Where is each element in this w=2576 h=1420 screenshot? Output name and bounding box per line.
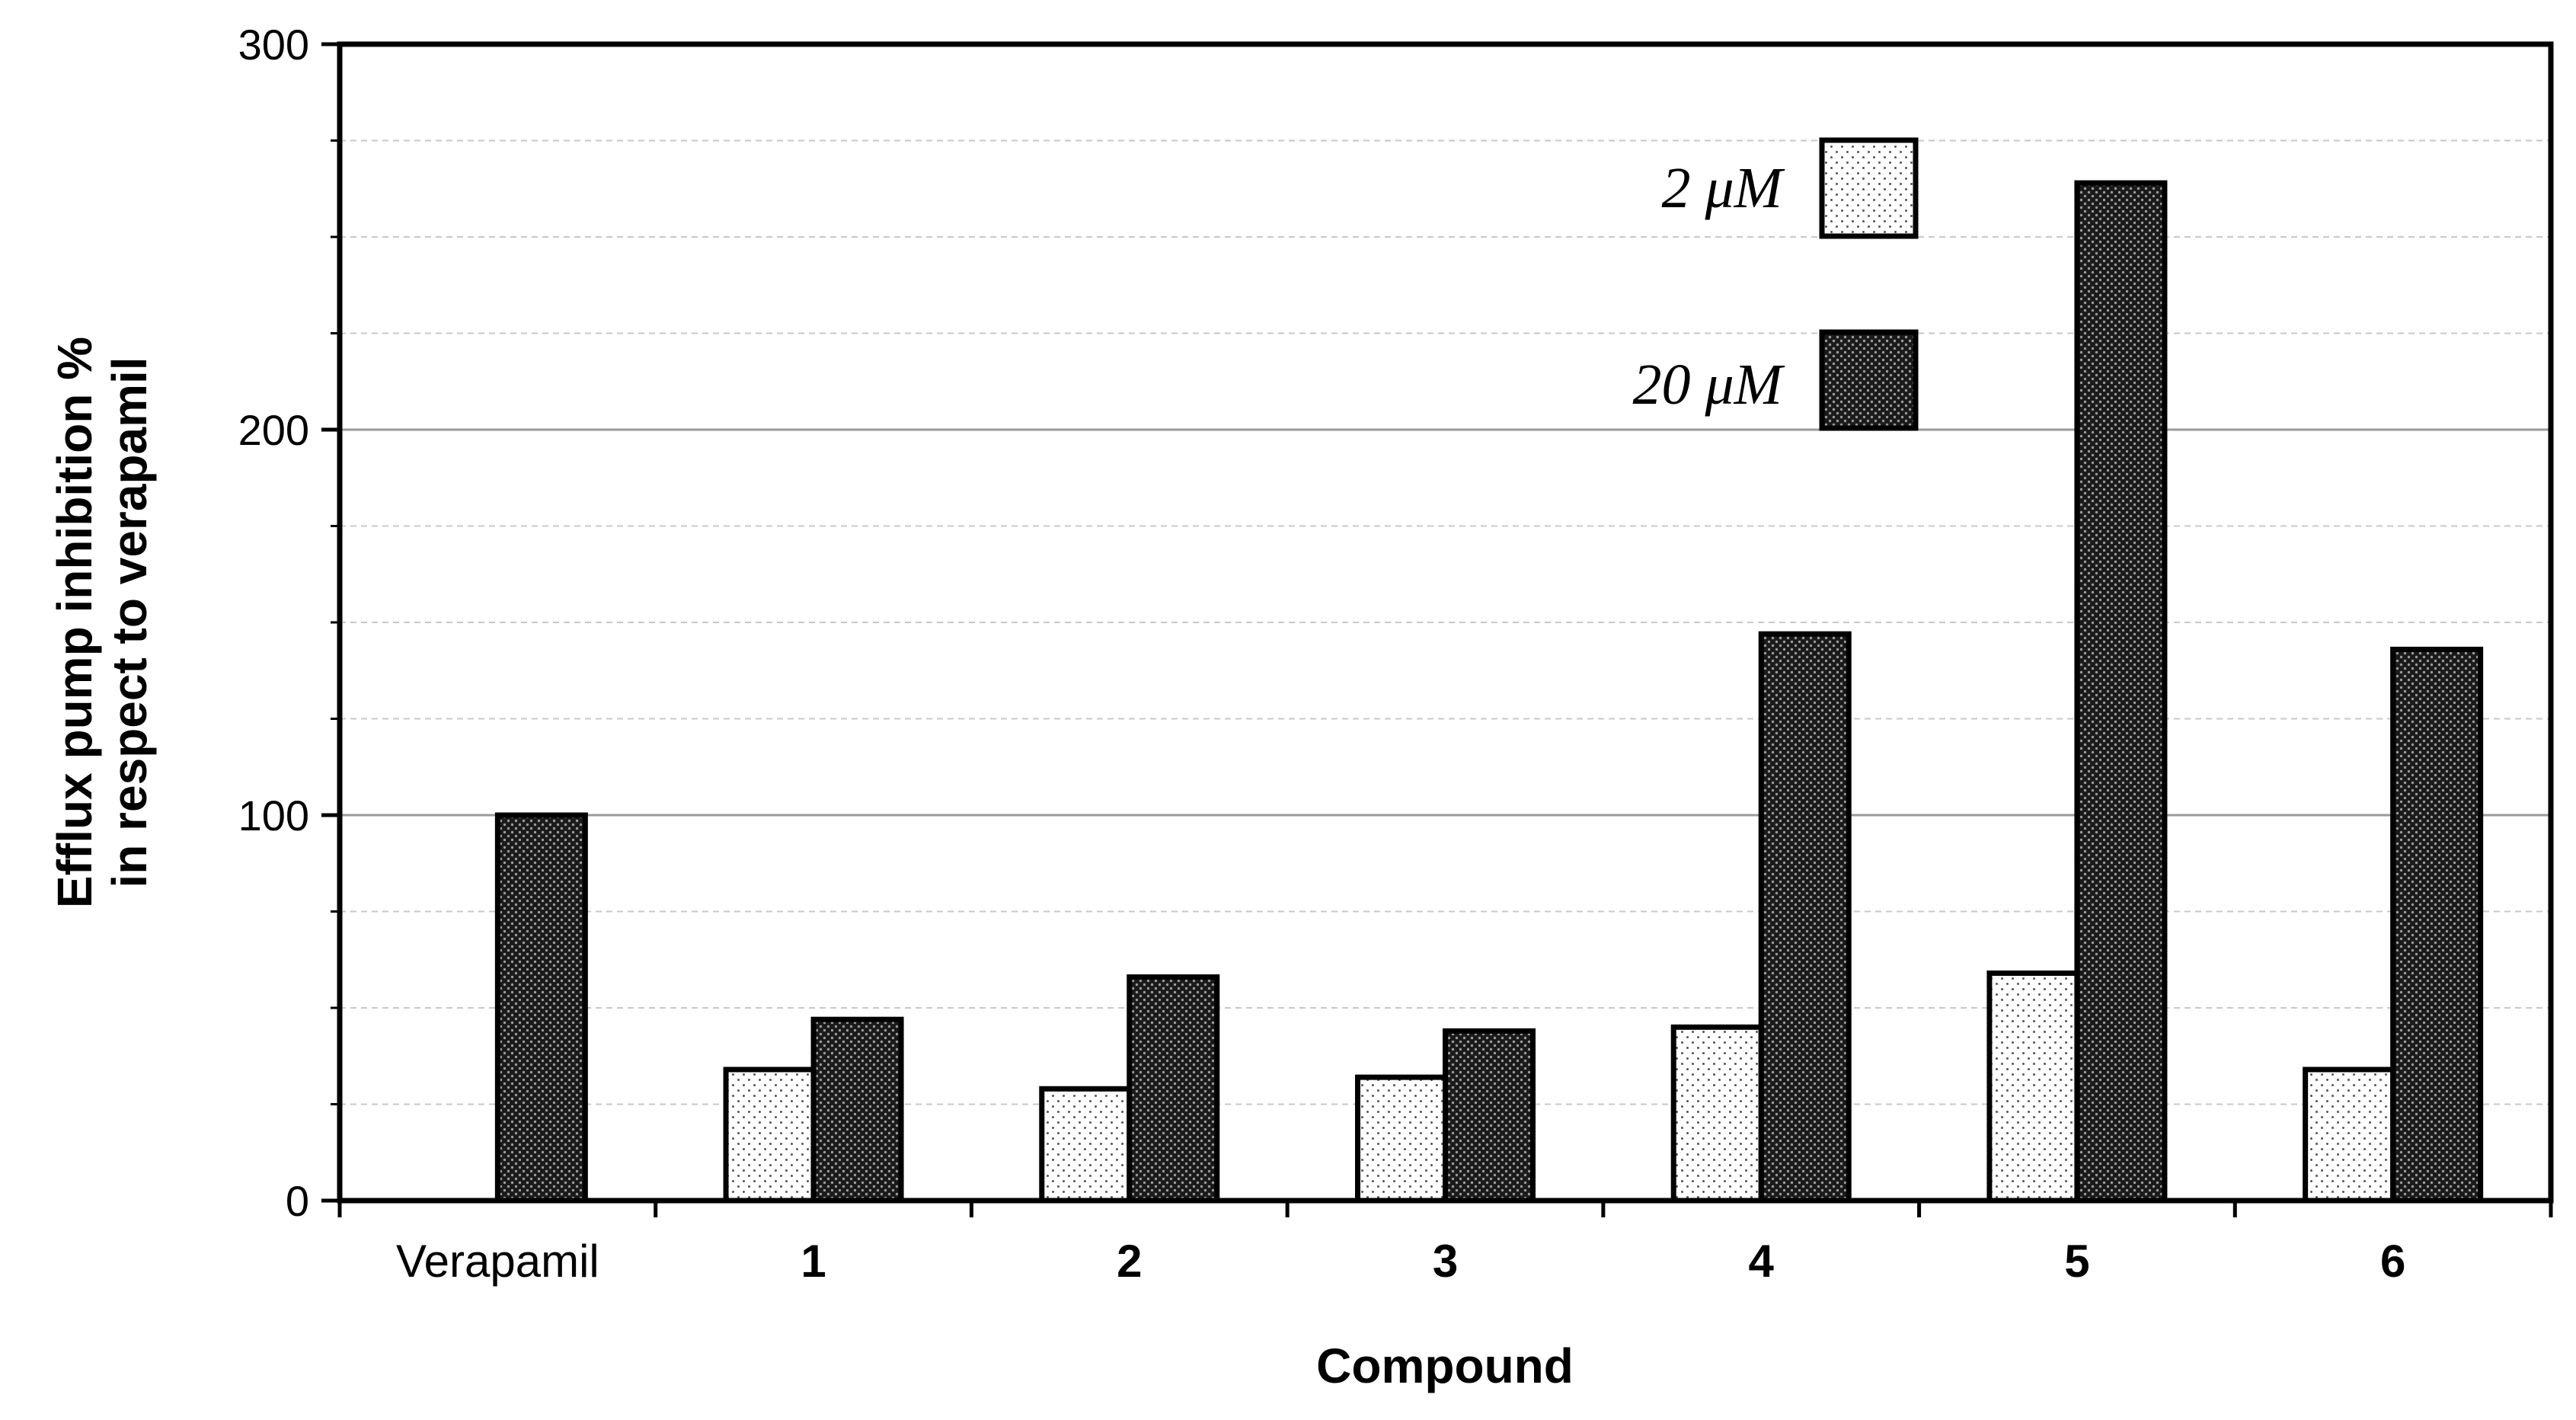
x-axis-title: Compound: [1316, 1338, 1574, 1393]
legend-label-20uM: 20 μM: [1633, 353, 1785, 417]
bar-2uM-3: [1355, 1074, 1448, 1204]
x-tick-label: Verapamil: [396, 1236, 599, 1287]
bar-2uM-6: [2303, 1067, 2396, 1204]
y-tick-label: 200: [238, 406, 309, 454]
y-tick-label: 100: [238, 792, 309, 840]
legend-swatch-20uM: [1819, 329, 1919, 431]
bar-20uM-1: [810, 1016, 904, 1204]
x-tick-label: 1: [801, 1236, 826, 1287]
bar-20uM-2: [1127, 974, 1220, 1204]
bar-2uM-1: [723, 1067, 817, 1204]
y-tick-labels: 0 100 200 300: [238, 21, 309, 1225]
y-axis-title-line-2: in respect to verapamil: [102, 357, 157, 888]
x-tick-label: 6: [2380, 1236, 2405, 1287]
legend-swatch-2uM: [1819, 137, 1919, 239]
axis-ticks: [321, 42, 2553, 1217]
y-tick-label: 300: [238, 21, 309, 69]
x-tick-label: 2: [1117, 1236, 1142, 1287]
y-tick-label: 0: [286, 1177, 309, 1225]
bar-2uM-5: [1986, 970, 2080, 1204]
legend-label-2uM: 2 μM: [1662, 156, 1785, 220]
gridlines: [340, 139, 2551, 1105]
x-tick-labels: Verapamil 1 2 3 4 5 6: [396, 1236, 2405, 1287]
bar-20uM-5: [2074, 180, 2168, 1204]
bar-20uM-6: [2390, 646, 2484, 1204]
bar-20uM-verapamil: [494, 812, 588, 1204]
bar-20uM-3: [1443, 1028, 1536, 1204]
y-axis-title-line-1: Efflux pump inhibition %: [47, 337, 102, 908]
bar-2uM-2: [1039, 1086, 1133, 1204]
x-tick-label: 3: [1433, 1236, 1458, 1287]
x-tick-label: 5: [2064, 1236, 2089, 1287]
bar-2uM-4: [1670, 1024, 1764, 1204]
y-axis-title: Efflux pump inhibition % in respect to v…: [47, 337, 157, 908]
legend: 2 μM 20 μM: [1633, 137, 1919, 431]
x-tick-label: 4: [1749, 1236, 1775, 1287]
bars: [494, 180, 2484, 1204]
bar-20uM-4: [1758, 631, 1852, 1204]
